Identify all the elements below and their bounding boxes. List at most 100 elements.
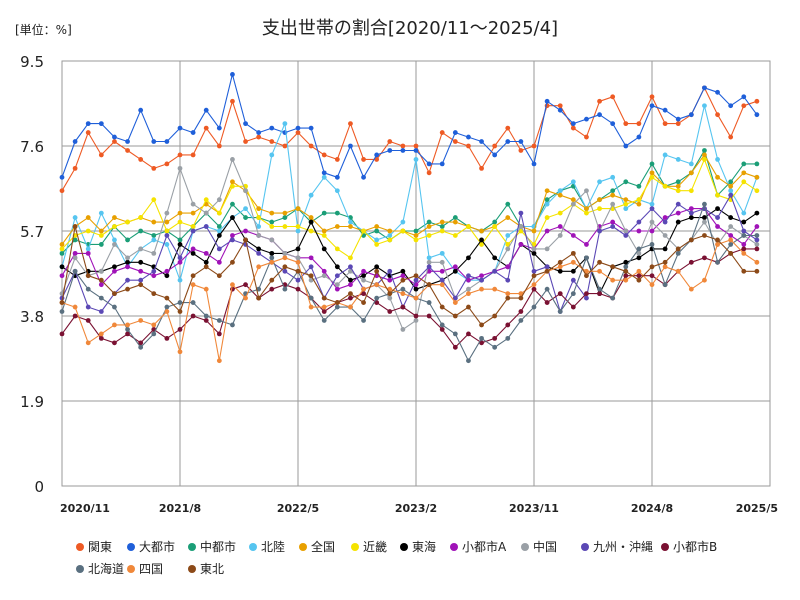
data-point: [466, 273, 471, 279]
data-point: [216, 259, 222, 265]
data-point: [59, 309, 65, 314]
data-point: [72, 237, 78, 243]
data-point: [623, 228, 629, 234]
data-point: [203, 286, 209, 292]
data-point: [348, 291, 353, 297]
data-point: [308, 295, 314, 301]
data-point: [584, 273, 589, 279]
legend-item: 関東: [76, 540, 112, 554]
data-point: [518, 210, 524, 216]
data-point: [715, 174, 720, 180]
data-point: [741, 246, 747, 252]
data-point: [544, 201, 550, 207]
data-point: [728, 183, 734, 189]
data-point: [649, 273, 655, 279]
data-point: [584, 295, 589, 301]
data-point: [623, 264, 629, 270]
data-point: [623, 179, 629, 185]
data-point: [269, 237, 275, 243]
data-point: [138, 228, 144, 234]
data-point: [597, 286, 602, 292]
data-point: [492, 224, 498, 229]
data-point: [649, 242, 655, 247]
data-point: [452, 215, 458, 220]
data-point: [479, 335, 484, 341]
data-point: [348, 282, 353, 288]
data-point: [662, 121, 668, 127]
data-point: [256, 246, 262, 252]
data-point: [334, 264, 340, 270]
data-point: [295, 268, 301, 274]
data-point: [492, 335, 498, 341]
series-line: [61, 73, 758, 178]
data-point: [636, 183, 642, 189]
data-point: [112, 224, 117, 229]
data-point: [190, 273, 196, 279]
data-point: [688, 206, 694, 212]
data-point: [334, 157, 340, 162]
data-point: [688, 210, 694, 216]
data-point: [557, 192, 563, 198]
data-point: [623, 206, 629, 212]
data-point: [269, 139, 275, 144]
data-point: [741, 250, 747, 256]
data-point: [216, 246, 222, 252]
data-point: [164, 268, 170, 274]
data-point: [675, 246, 681, 252]
data-point: [164, 295, 170, 301]
data-point: [243, 282, 248, 288]
data-point: [98, 277, 104, 283]
data-point: [584, 134, 589, 140]
data-point: [741, 103, 747, 109]
data-point: [348, 219, 353, 225]
data-point: [688, 215, 694, 220]
data-point: [138, 107, 144, 113]
data-point: [216, 125, 222, 131]
data-point: [269, 125, 275, 131]
data-point: [282, 264, 288, 270]
data-point: [439, 219, 445, 225]
data-point: [466, 277, 471, 283]
data-point: [662, 282, 668, 288]
data-point: [715, 237, 720, 243]
data-point: [728, 250, 734, 256]
data-point: [662, 264, 668, 270]
data-point: [98, 233, 104, 238]
data-point: [531, 161, 537, 167]
data-point: [85, 250, 91, 256]
data-point: [177, 237, 183, 243]
data-point: [754, 233, 760, 238]
data-point: [177, 277, 183, 283]
data-point: [295, 286, 301, 292]
data-point: [321, 273, 327, 279]
data-point: [531, 268, 537, 274]
data-point: [662, 246, 668, 252]
data-point: [741, 228, 747, 234]
data-point: [505, 215, 511, 220]
legend: 関東 大都市 中都市 北陸 全国 近畿 東海 小都市A 中国 九州・沖縄 小都市B 北海道 四国 東北: [76, 539, 717, 576]
data-point: [190, 201, 196, 207]
data-point: [584, 242, 589, 247]
data-point: [466, 291, 471, 297]
y-tick-label: 1.9: [20, 393, 44, 411]
data-point: [413, 295, 419, 301]
data-point: [505, 322, 511, 328]
chart-title: 支出世帯の割合[2020/11～2025/4]: [262, 18, 558, 39]
data-point: [256, 130, 262, 135]
x-tick-label: 2024/8: [631, 502, 673, 515]
data-point: [610, 264, 616, 270]
data-point: [321, 304, 327, 310]
data-point: [662, 152, 668, 158]
data-point: [413, 233, 419, 238]
data-point: [230, 183, 235, 189]
data-point: [269, 152, 275, 158]
data-point: [675, 268, 681, 274]
data-point: [754, 210, 760, 216]
data-point: [387, 286, 393, 292]
data-point: [662, 259, 668, 265]
data-point: [400, 304, 406, 310]
data-point: [623, 197, 629, 203]
data-point: [557, 264, 563, 270]
data-point: [728, 242, 734, 247]
